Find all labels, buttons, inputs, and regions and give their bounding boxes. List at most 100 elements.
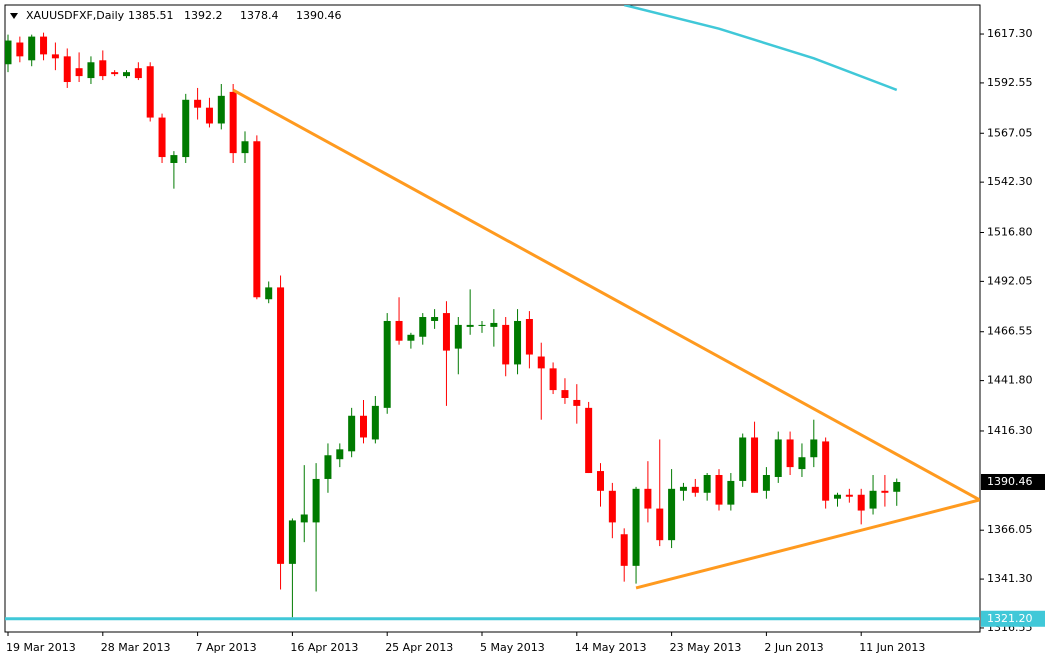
plot-frame [4,4,981,633]
y-tick-label: 1542.30 [987,175,1033,188]
candle-body [360,415,367,438]
candle-body [336,449,344,460]
candle-body [490,322,498,327]
candle-body [16,42,24,57]
candle-body [407,334,415,341]
x-tick-label: 14 May 2013 [575,641,647,654]
symbol: XAUUSDFXF,Daily [26,9,125,22]
candle-body [75,68,83,77]
candle-body [620,534,628,566]
low-price: 1378.4 [240,9,279,22]
candle-body [798,457,806,470]
candle-body [585,407,593,474]
candle-body [703,475,711,493]
candle-body [822,441,830,501]
candle-body [253,141,261,298]
x-tick-label: 28 Mar 2013 [101,641,171,654]
x-tick-label: 5 May 2013 [480,641,545,654]
candle-body [774,439,782,477]
candle-body [537,356,545,369]
candle-body [679,486,687,491]
candle-body [229,91,237,154]
candle-body [466,324,474,327]
plot-area [5,5,980,621]
candle-body [111,72,119,75]
candle-body [5,40,12,65]
candle-body [300,514,308,523]
candle-body [395,320,403,341]
candle-body [691,486,699,493]
candle-body [632,488,640,566]
y-tick-label: 1567.05 [987,126,1033,139]
candle-body [99,60,107,77]
x-tick-label: 25 Apr 2013 [385,641,453,654]
candle-body [63,56,71,83]
current-price-box [981,473,1045,490]
candle-body [123,72,130,77]
x-tick-label: 23 May 2013 [670,641,742,654]
y-tick-label: 1592.55 [987,76,1033,89]
candle-body [241,141,249,154]
trend-line [623,5,898,92]
candle-body [727,480,735,505]
candle-body [597,471,604,491]
candle-body [324,455,332,479]
candle-body [869,490,877,509]
candle-body [478,324,486,326]
x-tick-label: 7 Apr 2013 [196,641,257,654]
x-tick-label: 19 Mar 2013 [6,641,76,654]
candle-body [383,320,391,408]
candle-body [656,508,664,541]
candle-body [845,494,853,497]
candle-body [28,36,36,61]
candle-body [182,99,190,158]
trend-line [635,498,980,590]
high-price: 1392.2 [184,9,223,22]
candle-body [158,117,166,158]
candle-body [514,320,522,365]
y-tick-label: 1516.80 [987,225,1033,238]
candle-body [205,107,213,124]
candle-body [288,520,296,564]
candle-body [668,488,676,541]
candle-body [762,475,770,491]
axes: 1617.30 1592.55 1567.05 1542.30 1516.80 1492.… [6,27,1045,654]
candle-body [454,324,462,349]
hline-price-box [981,610,1045,627]
candle-body [442,313,450,351]
candle-body [881,490,889,493]
candle-body [419,317,427,337]
close-price: 1390.46 [296,9,342,22]
candle-body [573,399,581,406]
candle-body [751,437,759,493]
x-tick-label: 16 Apr 2013 [290,641,358,654]
y-tick-label: 1492.05 [987,274,1033,287]
open-price: 1385.51 [128,9,174,22]
candle-body [857,494,865,511]
candle-body [431,317,439,321]
x-tick-label: 2 Jun 2013 [764,641,823,654]
y-tick-label: 1416.30 [987,424,1033,437]
candle-body [644,488,652,509]
candle-body [51,54,59,59]
candle-body [786,439,794,468]
candle-body [834,494,841,499]
candle-body [194,99,202,108]
candle-body [40,36,48,55]
candle-body [146,66,154,118]
candle-body [277,287,285,564]
candle-body [715,475,723,505]
menu-arrow[interactable] [10,13,18,19]
y-tick-label: 1466.55 [987,325,1033,338]
candle-body [502,324,510,365]
candle-body [87,62,95,79]
candle-body [348,415,356,452]
candle-body [810,439,818,458]
candle-body [893,481,901,492]
trend-line [232,88,980,502]
candle-body [371,405,379,440]
y-tick-label: 1617.30 [987,27,1033,40]
candle-body [170,155,178,163]
